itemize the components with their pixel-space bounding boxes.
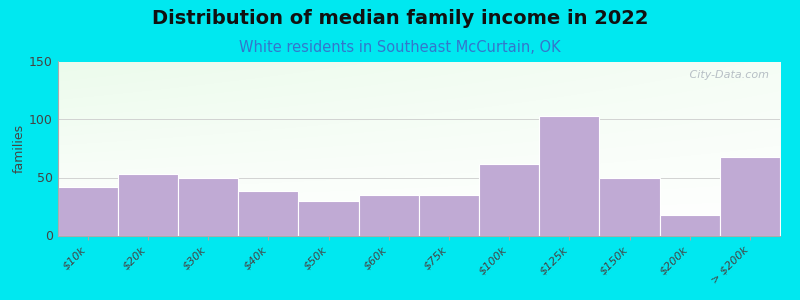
Text: Distribution of median family income in 2022: Distribution of median family income in … (152, 9, 648, 28)
Bar (58, 187, 118, 236)
Bar (479, 164, 539, 236)
Text: City-Data.com: City-Data.com (686, 70, 769, 80)
Bar (419, 195, 479, 236)
Text: White residents in Southeast McCurtain, OK: White residents in Southeast McCurtain, … (239, 40, 561, 56)
Bar (238, 191, 298, 236)
Bar (178, 178, 238, 236)
Y-axis label: families: families (13, 124, 26, 173)
Bar (298, 201, 358, 236)
Bar (539, 116, 599, 236)
Bar (599, 178, 659, 236)
Bar (118, 174, 178, 236)
Bar (358, 195, 419, 236)
Bar (720, 157, 780, 236)
Bar (659, 214, 720, 236)
